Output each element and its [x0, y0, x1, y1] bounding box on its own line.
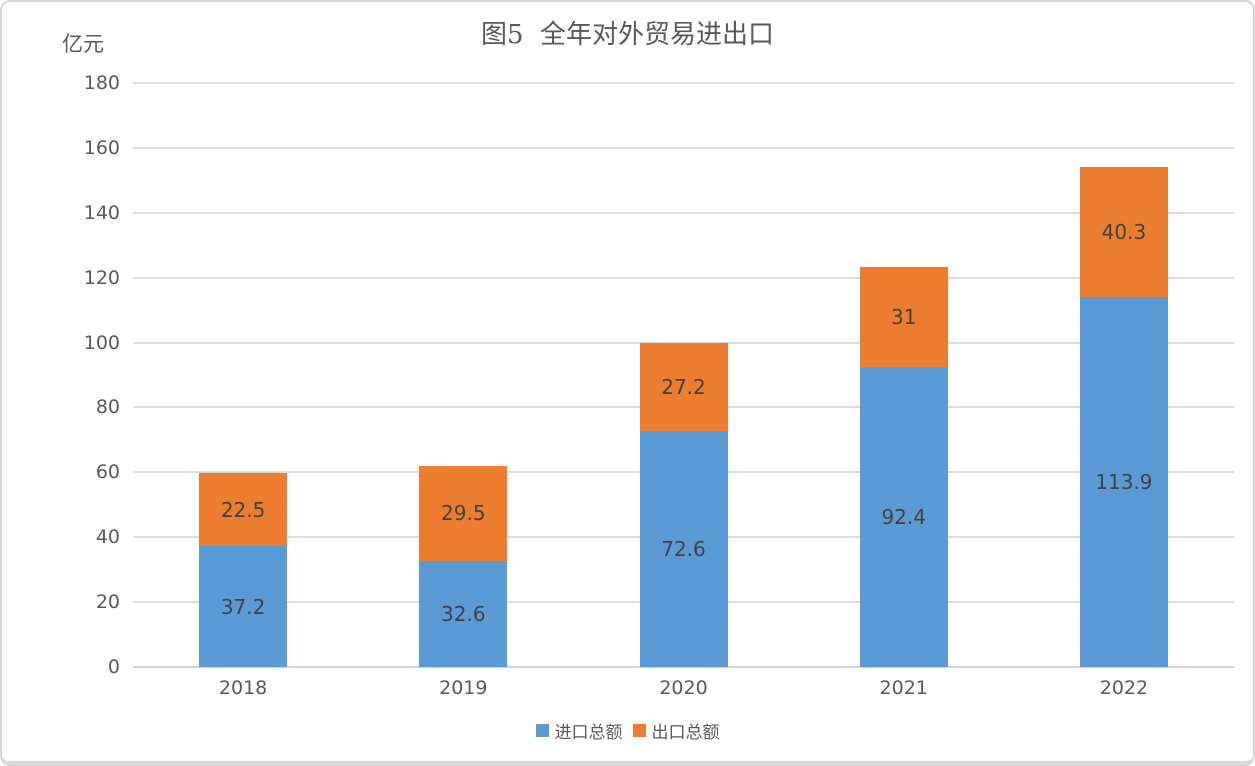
export-bar-segment: 27.2: [639, 343, 728, 432]
bar-value-label: 29.5: [441, 501, 486, 526]
y-axis-unit-label: 亿元: [62, 32, 104, 56]
bar-column: 22.5 37.2 2018: [133, 83, 353, 699]
x-axis-tick-label: 2020: [659, 677, 708, 699]
y-axis-tick-label: 80: [95, 396, 120, 419]
legend-item: 出口总额: [632, 718, 720, 743]
y-axis-tick-label: 100: [83, 331, 120, 354]
bar-value-label: 113.9: [1095, 470, 1153, 495]
y-axis-tick-label: 40: [95, 526, 120, 549]
x-axis-tick-label: 2022: [1099, 677, 1149, 699]
gridline: [133, 211, 1234, 214]
gridline: [133, 341, 1234, 344]
gridline: [133, 82, 1234, 84]
gridline: [133, 146, 1234, 149]
legend-swatch-icon: [535, 724, 549, 737]
bar-value-label: 27.2: [661, 375, 706, 400]
y-axis-tick-label: 20: [95, 591, 120, 614]
chart-title: 图5 全年对外贸易进出口: [480, 20, 775, 50]
gridline: [133, 276, 1234, 279]
x-axis-tick-label: 2019: [439, 677, 488, 699]
bar-value-label: 37.2: [220, 594, 266, 619]
bar-value-label: 92.4: [881, 505, 926, 530]
import-bar-segment: 113.9: [1079, 297, 1168, 667]
import-bar-segment: 37.2: [199, 546, 288, 667]
bar-column: 40.3 113.9 2022: [1014, 83, 1234, 699]
y-axis-tick-label: 160: [83, 136, 120, 159]
legend-swatch-icon: [632, 724, 646, 737]
legend-label: 进口总额: [554, 723, 623, 743]
import-bar-segment: 32.6: [419, 561, 508, 667]
bar-column: 29.5 32.6 2019: [353, 83, 573, 699]
export-bar-segment: 31: [859, 266, 948, 368]
bar-value-label: 72.6: [661, 537, 706, 562]
bar-value-label: 32.6: [441, 602, 486, 627]
y-axis-tick-label: 60: [95, 461, 120, 484]
x-axis-tick-label: 2018: [218, 677, 268, 699]
x-axis-tick-label: 2021: [879, 677, 928, 699]
plot-area: 0 20 40 60 80 100 120 140 160 180 22.5 37.2 2018 29.…: [84, 72, 1234, 699]
legend: 进口总额 出口总额: [2, 718, 1253, 743]
import-bar-segment: 92.4: [859, 367, 948, 667]
import-bar-segment: 72.6: [639, 431, 728, 667]
y-axis-tick-label: 140: [83, 201, 120, 224]
bar-value-label: 40.3: [1101, 220, 1147, 245]
bar-column: 27.2 72.6 2020: [573, 83, 793, 699]
export-bar-segment: 22.5: [199, 473, 288, 547]
y-axis-tick-label: 120: [83, 266, 120, 289]
y-axis-tick-label: 180: [83, 72, 120, 94]
y-axis-tick-label: 0: [107, 656, 120, 678]
bar-columns: 22.5 37.2 2018 29.5 32.6 2019 27.2 72.6 2020 31 92…: [133, 83, 1234, 699]
legend-label: 出口总额: [651, 723, 720, 743]
x-axis-line: [133, 666, 1234, 668]
export-bar-segment: 29.5: [419, 465, 508, 562]
bar-value-label: 22.5: [220, 497, 266, 522]
bar-value-label: 31: [890, 304, 917, 329]
legend-item: 进口总额: [535, 718, 623, 743]
export-bar-segment: 40.3: [1079, 166, 1168, 298]
bar-column: 31 92.4 2021: [794, 83, 1014, 699]
